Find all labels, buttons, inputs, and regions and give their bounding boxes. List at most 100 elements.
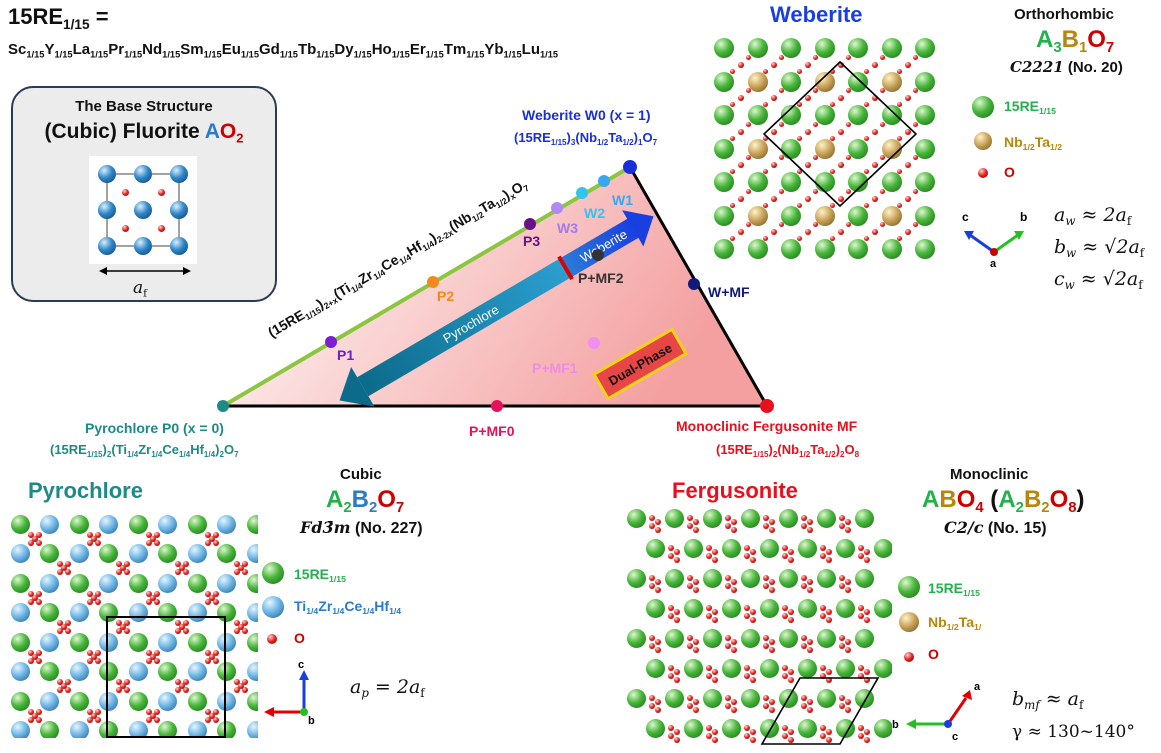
fergusonite-oxygen <box>826 557 832 563</box>
fergusonite-oxygen <box>674 737 680 743</box>
fergusonite-oxygen <box>649 515 655 521</box>
pyrochlore-cation <box>246 721 258 738</box>
pyrochlore-oxygen <box>116 561 123 568</box>
fergusonite-oxygen <box>706 665 712 671</box>
weberite-oxygen <box>897 202 903 208</box>
pyrochlore-oxygen <box>61 683 68 690</box>
fergusonite-oxygen <box>744 733 750 739</box>
fergusonite-oxygen <box>750 677 756 683</box>
fergusonite-oxygen <box>858 733 864 739</box>
pyrochlore-oxygen <box>212 708 219 715</box>
weberite-oxygen <box>830 102 836 108</box>
pyrochlore-oxygen <box>208 594 215 601</box>
svg-text:b: b <box>892 719 899 731</box>
pmf1-point <box>588 337 600 349</box>
weberite-cation <box>714 105 734 125</box>
weberite-oxygen <box>838 61 845 68</box>
p2-label: P2 <box>437 288 454 304</box>
pyrochlore-cation <box>158 632 177 652</box>
pyrochlore-oxygen <box>120 624 127 631</box>
pyrochlore-oxygen <box>31 535 38 542</box>
fergusonite-oxygen <box>858 605 864 611</box>
weberite-oxygen <box>745 222 751 228</box>
weberite-oxygen <box>779 54 785 60</box>
fergusonite-oxygen <box>807 527 813 533</box>
pyrochlore-cation <box>40 632 59 652</box>
weberite-oxygen <box>779 121 785 127</box>
pyrochlore-cation <box>217 662 236 681</box>
pyrochlore-cation <box>246 603 258 622</box>
weberite-oxygen <box>745 88 751 94</box>
pmf2-point <box>592 249 604 261</box>
pyrochlore-oxygen <box>242 561 249 568</box>
weberite-cation <box>848 172 868 192</box>
fergusonite-cation <box>854 508 874 528</box>
fergusonite-oxygen <box>763 703 769 709</box>
weberite-cation <box>747 172 768 192</box>
fergusonite-oxygen <box>731 647 737 653</box>
fergusonite-oxygen <box>674 617 680 623</box>
fergusonite-oxygen <box>845 699 851 705</box>
pyrochlore-oxygen <box>94 716 101 723</box>
pyrochlore-oxygen <box>86 531 93 538</box>
w2-point <box>576 187 588 199</box>
fergusonite-oxygen <box>788 609 794 615</box>
fergusonite-oxygen <box>712 617 718 623</box>
fergusonite-oxygen <box>655 647 661 653</box>
fergusonite-oxygen <box>801 695 807 701</box>
weberite-cation <box>747 71 768 92</box>
base-structure-panel: The Base Structure (Cubic) Fluorite AO2 … <box>11 86 277 302</box>
pyrochlore-oxygen <box>116 679 123 686</box>
pyrochlore-oxygen <box>35 657 42 664</box>
fergusonite-oxygen <box>820 613 826 619</box>
pyrochlore-oxygen <box>234 569 241 576</box>
pyrochlore-oxygen <box>35 539 42 546</box>
fergusonite-legend-nb-ball <box>899 612 919 632</box>
weberite-oxygen <box>729 202 735 208</box>
pyrochlore-oxygen <box>57 687 64 694</box>
weberite-cation <box>747 138 768 159</box>
weberite-oxygen <box>863 102 869 108</box>
pyrochlore-cation <box>217 721 236 738</box>
fergusonite-cation <box>702 508 722 528</box>
fergusonite-oxygen <box>769 647 775 653</box>
fergusonite-cation <box>645 598 665 618</box>
fergusonite-oxygen <box>763 575 769 581</box>
weberite-legend-nb: Nb1/2Ta1/2 <box>1004 134 1063 153</box>
re-element: Dy1/15 <box>334 41 372 60</box>
fergusonite-oxygen <box>858 725 864 731</box>
pyrochlore-oxygen <box>234 679 241 686</box>
weberite-oxygen <box>745 54 751 60</box>
weberite-oxygen <box>863 236 869 242</box>
wmf-label: W+MF <box>708 284 750 300</box>
fergusonite-oxygen <box>820 665 826 671</box>
fergusonite-oxygen <box>839 583 845 589</box>
pyrochlore-cation <box>99 544 118 563</box>
fergusonite-oxygen <box>712 737 718 743</box>
pyrochlore-oxygen <box>94 590 101 597</box>
fergusonite-oxygen <box>782 545 788 551</box>
re-element: Lu1/15 <box>521 41 559 60</box>
pyrochlore-oxygen <box>27 657 34 664</box>
weberite-title: Weberite <box>770 2 863 27</box>
fergusonite-oxygen <box>763 695 769 701</box>
weberite-oxygen <box>804 162 811 169</box>
fergusonite-cation <box>683 658 703 678</box>
fergusonite-oxygen <box>655 519 661 525</box>
fergusonite-cation <box>873 598 892 618</box>
fergusonite-legend-o-ball <box>904 652 914 662</box>
pyrochlore-oxygen <box>86 598 93 605</box>
fergusonite-oxygen <box>820 733 826 739</box>
fergusonite-oxygen <box>801 583 807 589</box>
fergusonite-oxygen <box>693 699 699 705</box>
weberite-cation <box>714 38 734 58</box>
weberite-oxygen <box>737 195 744 202</box>
weberite-oxygen <box>763 135 769 141</box>
fergusonite-oxygen <box>864 669 870 675</box>
pmf1-label: P+MF1 <box>532 360 578 376</box>
pyrochlore-cation <box>128 514 148 534</box>
weberite-oxygen <box>779 222 785 228</box>
weberite-oxygen <box>879 121 885 127</box>
fergusonite-oxygen <box>668 725 674 731</box>
pyrochlore-oxygen <box>61 624 68 631</box>
